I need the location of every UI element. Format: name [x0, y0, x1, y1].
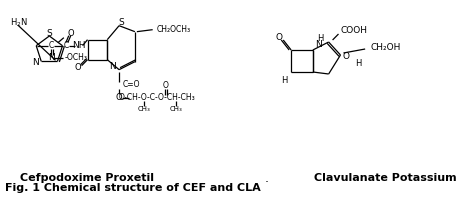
Text: .: . — [264, 171, 268, 185]
Text: S: S — [46, 29, 52, 37]
Text: CH₂OCH₃: CH₂OCH₃ — [156, 25, 191, 34]
Text: H: H — [355, 58, 362, 68]
Text: COOH: COOH — [340, 26, 367, 34]
Text: Fig. 1 Chemical structure of CEF and CLA: Fig. 1 Chemical structure of CEF and CLA — [5, 183, 261, 193]
Text: H$_2$N: H$_2$N — [10, 17, 28, 29]
Text: H: H — [281, 76, 287, 85]
Text: H: H — [318, 33, 324, 43]
Text: N: N — [47, 53, 55, 62]
Text: Clavulanate Potassium: Clavulanate Potassium — [314, 173, 456, 183]
Text: N: N — [33, 58, 39, 67]
Text: O: O — [67, 29, 74, 38]
Text: CH₃: CH₃ — [137, 106, 150, 112]
Text: N: N — [315, 40, 321, 49]
Text: O: O — [163, 81, 168, 90]
Text: O-CH-O-C-O-CH-CH₃: O-CH-O-C-O-CH-CH₃ — [118, 93, 195, 102]
Text: O: O — [276, 32, 283, 42]
Text: O: O — [74, 63, 81, 72]
Text: N: N — [109, 62, 116, 71]
Text: S: S — [118, 18, 124, 27]
Text: CH₃: CH₃ — [170, 106, 182, 112]
Text: -OCH₃: -OCH₃ — [65, 53, 88, 62]
Text: C: C — [48, 41, 54, 50]
Text: O: O — [116, 93, 122, 102]
Text: C: C — [63, 41, 68, 50]
Text: Cefpodoxime Proxetil: Cefpodoxime Proxetil — [20, 173, 154, 183]
Text: O: O — [342, 51, 349, 61]
Text: NH: NH — [72, 41, 85, 50]
Text: CH₂OH: CH₂OH — [370, 43, 401, 51]
Text: C=O: C=O — [123, 80, 141, 89]
